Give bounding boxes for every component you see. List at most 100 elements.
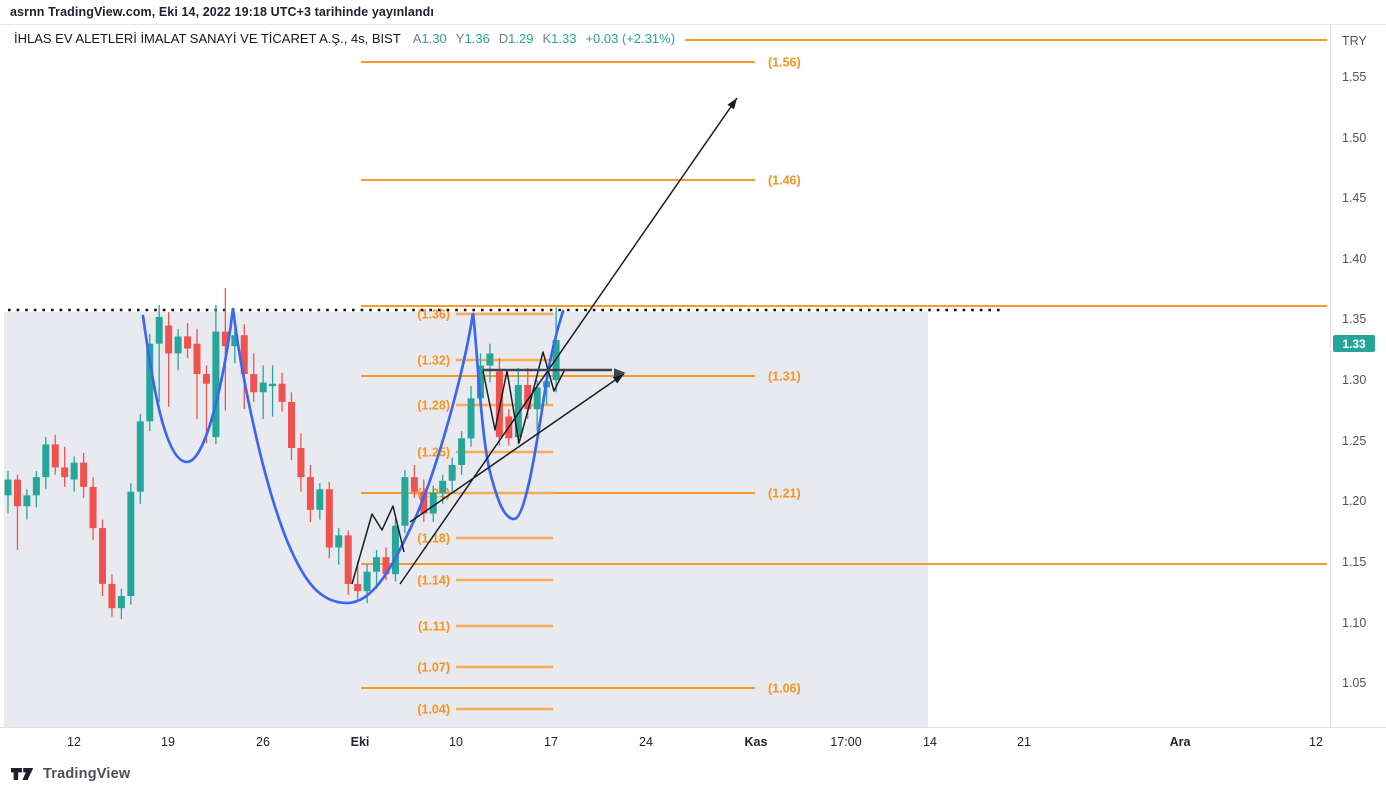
- candle: [448, 457, 456, 492]
- candle: [495, 358, 503, 446]
- fib-level-label: (1.28): [417, 399, 450, 413]
- time-tick-label: 26: [256, 735, 270, 749]
- candle: [174, 329, 182, 371]
- trend-arrow-line: [409, 373, 625, 523]
- candle: [80, 452, 88, 498]
- ohlc-high: Y1.36: [455, 31, 490, 46]
- price-axis[interactable]: TRY 1.55 1.50 1.45 1.40 1.35 1.30 1.25 1.20 1.15…: [1330, 25, 1386, 756]
- cup-and-handle-curve: [141, 307, 565, 605]
- price-tick-label: 1.50: [1342, 130, 1367, 145]
- candle: [193, 329, 201, 419]
- candle: [410, 465, 418, 498]
- arrowhead: [727, 98, 737, 110]
- candle: [108, 574, 116, 617]
- arrowhead: [613, 368, 626, 378]
- candle: [32, 471, 40, 508]
- price-tick-label: 1.35: [1342, 312, 1367, 327]
- candle: [373, 549, 381, 589]
- candle: [533, 380, 541, 432]
- time-tick-label: 10: [449, 735, 463, 749]
- candle: [202, 365, 210, 444]
- candle: [288, 392, 295, 461]
- candle: [354, 562, 362, 601]
- price-level-label: (1.06): [768, 682, 801, 696]
- time-tick-label: 12: [67, 735, 81, 749]
- candle: [259, 365, 267, 419]
- price-tick-label: 1.25: [1342, 433, 1367, 448]
- time-tick-label: 12: [1309, 735, 1323, 749]
- candle: [51, 434, 59, 475]
- candle: [250, 353, 258, 402]
- candle: [4, 471, 12, 514]
- tradingview-logo-icon: [11, 767, 34, 780]
- candle: [89, 477, 97, 541]
- time-tick-label: 14: [923, 735, 937, 749]
- fib-level-label: (1.14): [417, 574, 450, 588]
- candle: [401, 469, 409, 533]
- tradingview-brand-text: TradingView: [43, 765, 131, 782]
- price-tick-label: 1.05: [1342, 676, 1367, 691]
- highlight-region: [4, 312, 928, 727]
- zigzag-wave-line: [482, 351, 566, 444]
- price-tick-label: 1.40: [1342, 251, 1367, 266]
- fib-level-label: (1.25): [417, 446, 450, 460]
- candle: [231, 329, 239, 364]
- candle: [127, 483, 135, 605]
- time-tick-label: 19: [161, 735, 175, 749]
- candle: [136, 414, 144, 504]
- time-tick-label: Ara: [1169, 735, 1191, 749]
- candle: [184, 323, 192, 359]
- time-axis[interactable]: 12 19 26 Eki 10 17 24 Kas 17:00 14 21 Ara 12: [0, 727, 1386, 756]
- price-tick-label: 1.45: [1342, 191, 1367, 206]
- ohlc-low: D1.29: [498, 31, 534, 46]
- time-tick-label: Eki: [350, 735, 370, 749]
- candle: [240, 324, 248, 410]
- fib-level-label: (1.18): [417, 532, 450, 546]
- candle: [335, 528, 343, 565]
- candle: [344, 530, 352, 595]
- candle: [146, 334, 154, 432]
- candle: [117, 588, 125, 620]
- chart-pane[interactable]: (1.56) (1.46) (1.31) (1.21) (1.06) (1.36) (1.3…: [0, 0, 1330, 727]
- ohlc-open: A1.30: [412, 31, 447, 46]
- fib-level-label: (1.11): [418, 620, 450, 634]
- price-tick-label: 1.55: [1342, 69, 1367, 84]
- symbol-title: İHLAS EV ALETLERİ İMALAT SANAYİ VE TİCAR…: [14, 31, 401, 46]
- price-tick-label: 1.30: [1342, 373, 1367, 388]
- fib-level-label: (1.04): [417, 703, 450, 717]
- candle: [212, 304, 220, 445]
- candle: [165, 312, 173, 407]
- price-level-label: (1.46): [768, 174, 801, 188]
- candle: [269, 365, 277, 417]
- candle: [99, 519, 106, 597]
- publish-info-text: asrnn TradingView.com, Eki 14, 2022 19:1…: [10, 5, 434, 19]
- candle: [23, 489, 31, 520]
- currency-label: TRY: [1342, 34, 1367, 48]
- price-level-label: (1.31): [768, 370, 801, 384]
- candle: [325, 481, 333, 559]
- time-tick-label: 17:00: [830, 735, 862, 749]
- last-price-badge: 1.33: [1333, 335, 1375, 353]
- price-level-label: (1.56): [768, 56, 801, 70]
- candle: [306, 465, 314, 523]
- candle: [42, 437, 50, 490]
- time-tick-label: 21: [1017, 735, 1031, 749]
- change-value: +0.03 (+2.31%): [585, 31, 676, 46]
- time-tick-label: 24: [639, 735, 653, 749]
- time-tick-label: 17: [544, 735, 558, 749]
- fib-level-label: (1.07): [417, 661, 450, 675]
- candle: [429, 485, 437, 523]
- candle: [221, 287, 229, 411]
- footer-bar: TradingView: [0, 756, 1386, 791]
- candle: [486, 343, 494, 383]
- fib-level-label: (1.32): [417, 354, 450, 368]
- candle: [391, 518, 399, 582]
- time-tick-label: Kas: [744, 735, 768, 749]
- publish-info-bar: asrnn TradingView.com, Eki 14, 2022 19:1…: [0, 0, 1386, 25]
- candle: [13, 474, 21, 550]
- chart-legend: İHLAS EV ALETLERİ İMALAT SANAYİ VE TİCAR…: [8, 29, 686, 49]
- candle: [278, 372, 286, 412]
- candle: [514, 367, 522, 445]
- candle: [70, 456, 78, 492]
